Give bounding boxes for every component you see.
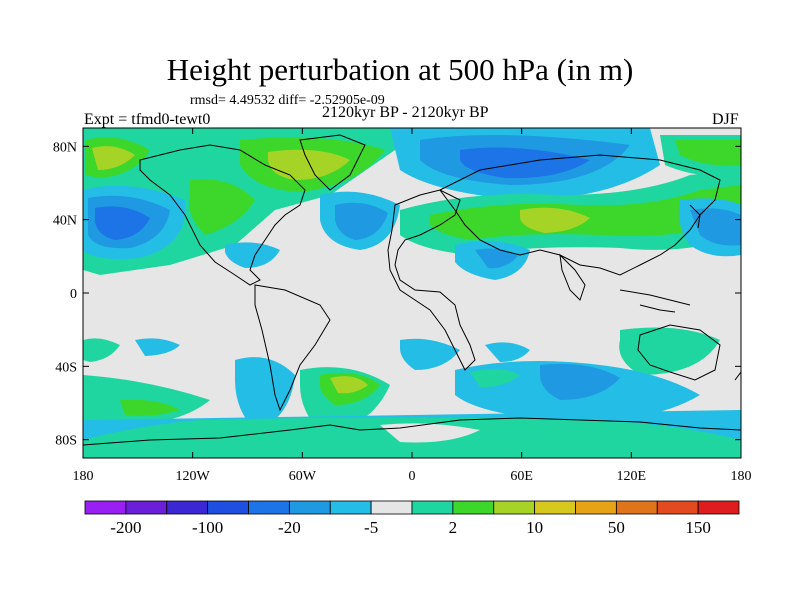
lat-label: 80S xyxy=(55,434,77,449)
colorbar-label: 2 xyxy=(449,518,458,537)
colorbar-box xyxy=(697,500,740,515)
lon-label: 0 xyxy=(409,469,416,484)
colorbar-box xyxy=(248,500,290,515)
lon-label: 180 xyxy=(73,469,94,484)
colorbar-box xyxy=(207,500,249,515)
colorbar-box xyxy=(125,500,168,515)
coastlines xyxy=(83,134,741,446)
lon-label: 60W xyxy=(289,469,317,484)
colorbar-box xyxy=(411,500,454,515)
colorbar-label: -200 xyxy=(110,518,141,537)
lat-label: 80N xyxy=(53,140,77,155)
lon-label: 60E xyxy=(510,469,533,484)
colorbar-label: -5 xyxy=(364,518,378,537)
colorbar-box xyxy=(534,500,576,515)
period-label: 2120kyr BP - 2120kyr BP xyxy=(322,104,489,121)
lon-axis: 180 120W 60W 0 60E 120E 180 xyxy=(73,128,752,484)
colorbar-box xyxy=(656,500,699,515)
colorbar-box xyxy=(84,500,127,515)
colorbar-box xyxy=(166,500,209,515)
season-label: DJF xyxy=(712,111,739,128)
colorbar-label: 10 xyxy=(526,518,543,537)
colorbar-box xyxy=(493,500,536,515)
anomaly-field xyxy=(83,128,741,458)
colorbar-box xyxy=(615,500,658,515)
map-title: Height perturbation at 500 hPa (in m) xyxy=(166,52,634,87)
colorbar-label: 150 xyxy=(685,518,711,537)
colorbar-box xyxy=(329,500,372,515)
stats-text: rmsd= 4.49532 diff= -2.52905e-09 xyxy=(190,93,385,108)
lon-label: 120W xyxy=(176,469,211,484)
lon-label: 120E xyxy=(617,469,647,484)
lat-label: 0 xyxy=(70,287,77,302)
colorbar-box xyxy=(288,500,331,515)
experiment-label: Expt = tfmd0-tewt0 xyxy=(84,111,211,128)
colorbar-label: 50 xyxy=(608,518,625,537)
colorbar-box xyxy=(370,500,413,515)
colorbar-box xyxy=(575,500,617,515)
colorbar-label: -20 xyxy=(278,518,301,537)
lat-label: 40S xyxy=(55,360,77,375)
lat-axis: 80N 40N 0 40S 80S xyxy=(53,140,741,449)
colorbar-label: -100 xyxy=(192,518,223,537)
lon-label: 180 xyxy=(731,469,752,484)
colorbar-box xyxy=(452,500,495,515)
map-area xyxy=(83,128,741,458)
lat-label: 40N xyxy=(53,214,77,229)
